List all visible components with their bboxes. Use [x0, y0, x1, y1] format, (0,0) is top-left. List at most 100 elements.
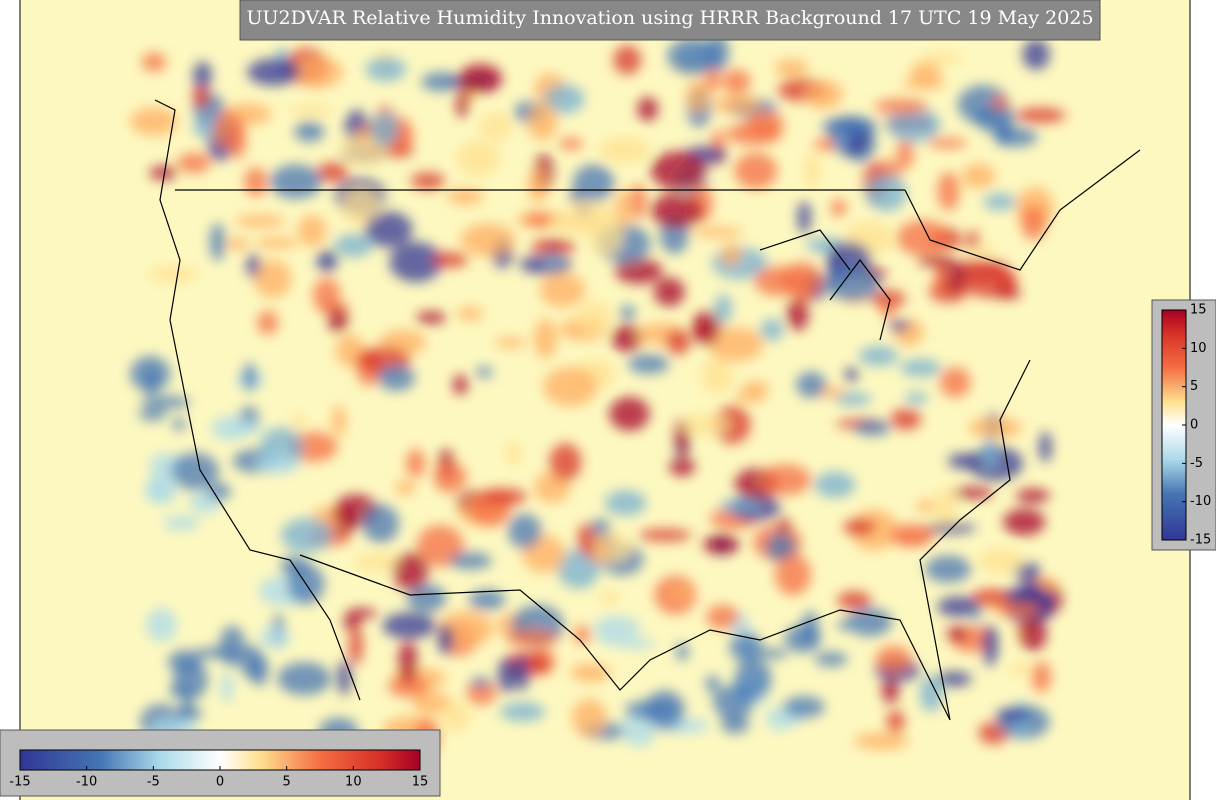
field-blob — [255, 454, 300, 474]
field-blob — [729, 632, 763, 662]
field-blob — [456, 140, 501, 177]
field-blob — [665, 329, 691, 355]
field-blob — [957, 84, 1010, 125]
field-blob — [741, 380, 770, 395]
field-blob — [291, 412, 307, 429]
field-blob — [466, 681, 497, 705]
field-blob — [615, 189, 632, 229]
boundaries — [154, 99, 1141, 721]
field-blob — [706, 604, 740, 630]
field-blob — [720, 243, 742, 267]
field-blob — [814, 651, 848, 667]
colorbar-tick-label: -5 — [147, 775, 160, 790]
field-blob — [1038, 431, 1052, 463]
field-blob — [615, 258, 663, 284]
field-blob — [253, 259, 292, 299]
field-blob — [243, 362, 257, 392]
field-blob — [714, 293, 733, 324]
field-blob — [783, 696, 825, 718]
field-blob — [240, 644, 264, 680]
field-blob — [668, 586, 694, 601]
field-blob — [801, 611, 819, 646]
field-blob — [212, 111, 245, 149]
field-blob — [507, 513, 542, 549]
field-blob — [527, 167, 548, 204]
field-blob — [813, 138, 837, 151]
field-blob — [630, 182, 647, 221]
field-blob — [777, 518, 791, 533]
field-blob — [497, 657, 516, 694]
field-blob — [900, 358, 942, 377]
field-blob — [843, 518, 877, 536]
field-blob — [920, 52, 963, 65]
field-blob — [796, 371, 827, 398]
field-blob — [889, 320, 910, 332]
field-blob — [412, 691, 452, 715]
field-blob — [406, 584, 447, 613]
field-blob — [692, 310, 721, 346]
border — [175, 149, 1141, 271]
field-blob — [167, 649, 202, 673]
field-blob — [220, 671, 234, 703]
field-blob — [653, 277, 685, 307]
colorbar-tick-label: 5 — [1190, 379, 1198, 394]
field-blob — [415, 311, 447, 324]
field-blob — [504, 441, 522, 465]
coastline — [299, 359, 1031, 721]
field-blob — [389, 241, 443, 283]
field-blob — [354, 552, 403, 573]
field-blob — [398, 640, 418, 683]
field-blob — [149, 165, 177, 180]
field-blob — [543, 84, 585, 114]
colorbar-tick-label: 0 — [216, 775, 224, 790]
field-blob — [937, 596, 981, 618]
field-blob — [405, 448, 426, 478]
field-blob — [168, 685, 193, 698]
colorbar-tick-label: -5 — [1190, 456, 1203, 471]
field-blob — [548, 214, 601, 234]
field-blob — [904, 392, 928, 405]
field-blob — [706, 33, 729, 72]
colorbar-tick-label: -15 — [9, 775, 30, 790]
field-blob — [844, 367, 859, 383]
field-blob — [613, 638, 656, 649]
field-blob — [746, 110, 784, 138]
field-blob — [505, 629, 558, 647]
field-blob — [588, 214, 623, 256]
field-blob — [247, 58, 301, 86]
field-blob — [644, 690, 685, 730]
field-blob — [598, 136, 651, 164]
field-blob — [621, 710, 657, 747]
field-blob — [453, 374, 468, 395]
field-blob — [1031, 661, 1052, 693]
field-blob — [146, 607, 177, 643]
field-blob — [797, 201, 811, 234]
field-blob — [533, 318, 558, 359]
field-blob — [244, 167, 268, 197]
field-blob — [896, 138, 914, 170]
field-blob — [343, 614, 361, 631]
field-blob — [387, 676, 430, 698]
field-blob — [821, 115, 878, 137]
field-blob — [557, 548, 600, 589]
field-blob — [527, 102, 558, 141]
field-blob — [316, 250, 338, 273]
field-blob — [440, 700, 470, 733]
map-title: UU2DVAR Relative Humidity Innovation usi… — [246, 7, 1093, 29]
field-blob — [946, 626, 968, 642]
field-blob — [982, 624, 999, 667]
field-blob — [590, 518, 611, 537]
field-blob — [830, 198, 847, 217]
field-blob — [939, 367, 971, 398]
field-blob — [281, 518, 333, 553]
field-blob — [700, 357, 733, 394]
field-blob — [140, 395, 191, 409]
field-blob — [432, 251, 469, 268]
field-blob — [234, 214, 286, 228]
field-blob — [917, 256, 954, 267]
field-blob — [638, 528, 692, 542]
field-blob — [837, 591, 872, 610]
field-blob — [961, 163, 996, 189]
field-blob — [192, 84, 210, 108]
field-blob — [1019, 617, 1047, 651]
